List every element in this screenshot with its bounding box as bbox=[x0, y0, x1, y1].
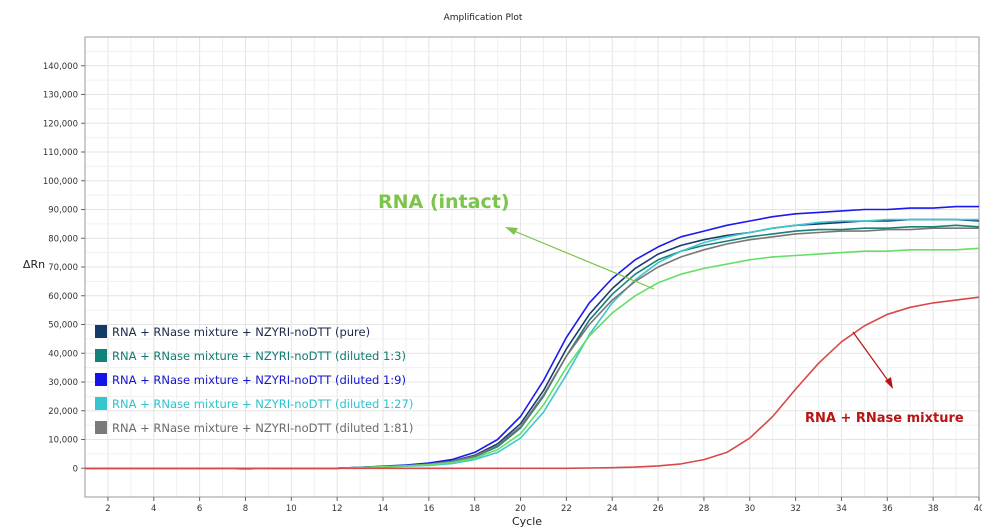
y-tick-label: 120,000 bbox=[43, 119, 78, 129]
legend-swatch-diluted-1-3 bbox=[95, 349, 107, 362]
x-tick-label: 32 bbox=[790, 504, 801, 514]
x-tick-label: 14 bbox=[378, 504, 389, 514]
y-tick-label: 130,000 bbox=[43, 91, 78, 101]
x-tick-label: 6 bbox=[197, 504, 202, 514]
x-tick-label: 34 bbox=[836, 504, 847, 514]
y-tick-label: 110,000 bbox=[43, 148, 78, 158]
legend-swatch-diluted-1-9 bbox=[95, 373, 107, 386]
y-tick-label: 40,000 bbox=[48, 349, 78, 359]
y-tick-label: 50,000 bbox=[48, 321, 78, 331]
x-tick-label: 40 bbox=[974, 504, 982, 514]
x-tick-label: 22 bbox=[561, 504, 572, 514]
y-tick-label: 0 bbox=[73, 464, 78, 474]
annotation-rna-rnase-label: RNA + RNase mixture bbox=[805, 411, 964, 426]
legend-label-diluted-1-3: RNA + RNase mixture + NZYRI-noDTT (dilut… bbox=[112, 349, 406, 363]
x-tick-label: 18 bbox=[469, 504, 480, 514]
annotation-rna-intact-arrow-shaft bbox=[513, 230, 655, 290]
x-tick-label: 10 bbox=[286, 504, 297, 514]
y-tick-label: 20,000 bbox=[48, 407, 78, 417]
y-tick-label: 10,000 bbox=[48, 436, 78, 446]
x-tick-label: 12 bbox=[332, 504, 343, 514]
legend-label-diluted-1-9: RNA + RNase mixture + NZYRI-noDTT (dilut… bbox=[112, 373, 406, 387]
annotation-rna-intact: RNA (intact) bbox=[378, 191, 655, 290]
y-axis-title: ΔRn bbox=[23, 258, 45, 271]
x-tick-label: 30 bbox=[744, 504, 755, 514]
legend-label-diluted-1-81: RNA + RNase mixture + NZYRI-noDTT (dilut… bbox=[112, 421, 413, 435]
x-tick-label: 26 bbox=[653, 504, 664, 514]
legend-swatch-diluted-1-27 bbox=[95, 397, 107, 410]
axes: 0 10,000 20,000 30,000 40,000 50,000 60,000 70,… bbox=[43, 62, 982, 514]
annotation-rna-intact-arrowhead bbox=[505, 227, 518, 235]
x-tick-label: 38 bbox=[928, 504, 939, 514]
legend-label-diluted-1-27: RNA + RNase mixture + NZYRI-noDTT (dilut… bbox=[112, 397, 413, 411]
x-tick-label: 28 bbox=[699, 504, 710, 514]
x-tick-label: 2 bbox=[105, 504, 110, 514]
y-tick-label: 140,000 bbox=[43, 62, 78, 72]
annotation-rna-rnase-arrow-shaft bbox=[852, 331, 890, 383]
y-tick-label: 60,000 bbox=[48, 292, 78, 302]
x-tick-label: 16 bbox=[423, 504, 434, 514]
grid bbox=[84, 37, 980, 497]
x-tick-label: 24 bbox=[607, 504, 618, 514]
x-axis-title: Cycle bbox=[512, 515, 542, 528]
annotation-rna-rnase-arrowhead bbox=[885, 377, 893, 389]
x-tick-label: 36 bbox=[882, 504, 893, 514]
y-tick-label: 100,000 bbox=[43, 177, 78, 187]
y-tick-label: 90,000 bbox=[48, 206, 78, 216]
legend-swatch-diluted-1-81 bbox=[95, 421, 107, 434]
legend-label-pure: RNA + RNase mixture + NZYRI-noDTT (pure) bbox=[112, 325, 370, 339]
x-tick-label: 4 bbox=[151, 504, 156, 514]
x-tick-label: 20 bbox=[515, 504, 526, 514]
chart-title: Amplification Plot bbox=[444, 13, 523, 23]
series-line-7 bbox=[85, 296, 980, 470]
series-lines bbox=[85, 205, 980, 470]
y-tick-label: 30,000 bbox=[48, 378, 78, 388]
y-tick-label: 80,000 bbox=[48, 234, 78, 244]
y-tick-label: 70,000 bbox=[48, 263, 78, 273]
annotation-rna-intact-label: RNA (intact) bbox=[378, 191, 510, 213]
legend: RNA + RNase mixture + NZYRI-noDTT (pure)… bbox=[95, 325, 413, 435]
legend-swatch-pure bbox=[95, 325, 107, 338]
annotation-rna-rnase: RNA + RNase mixture bbox=[805, 331, 964, 426]
x-tick-label: 8 bbox=[243, 504, 248, 514]
